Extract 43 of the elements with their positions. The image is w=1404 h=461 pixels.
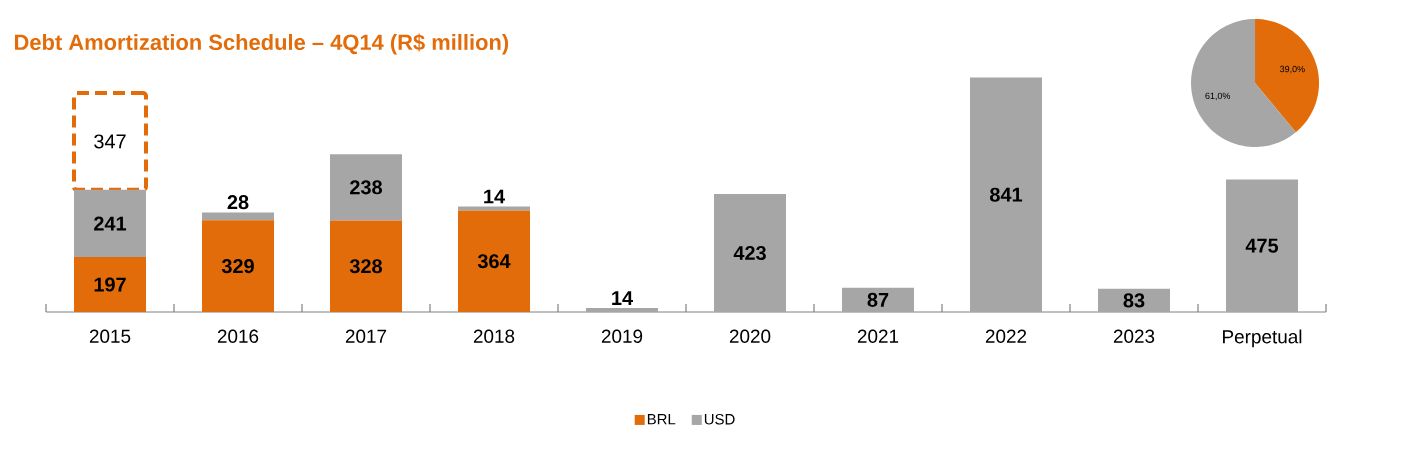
bar <box>74 189 146 258</box>
data-label: 28 <box>227 195 249 210</box>
data-label: 87 <box>867 292 889 307</box>
x-tick-label: Perpetual <box>1223 329 1302 348</box>
data-label: 423 <box>733 245 766 261</box>
bar <box>970 77 1043 312</box>
bar <box>330 220 402 312</box>
x-tick-label: 2022 <box>985 329 1027 343</box>
bar <box>842 287 914 312</box>
data-label: 841 <box>990 187 1023 202</box>
x-tick-label: 2023 <box>1113 329 1155 343</box>
x-tick-label: 2018 <box>473 329 515 343</box>
data-label: 364 <box>477 254 511 269</box>
bar <box>330 154 402 221</box>
data-label: 197 <box>94 277 126 292</box>
bar <box>1226 179 1299 312</box>
data-label: 475 <box>1245 238 1279 253</box>
x-tick-label: 2015 <box>89 329 131 343</box>
bar <box>74 257 146 312</box>
x-tick-label: 2019 <box>601 329 643 343</box>
bar <box>202 212 274 221</box>
x-tick-label: 2017 <box>345 329 387 343</box>
data-label: 241 <box>94 216 127 231</box>
bar <box>714 194 786 312</box>
data-label: 83 <box>1123 293 1145 308</box>
data-label: 238 <box>350 180 383 195</box>
data-label: 39,0% <box>1279 65 1305 74</box>
data-label: 61,0% <box>1205 92 1231 101</box>
bar <box>1098 288 1171 312</box>
bar <box>458 210 530 312</box>
x-tick-label: 2020 <box>729 329 771 343</box>
chart-title: Debt Amortization Schedule – 4Q14 (R$ million) <box>14 33 509 55</box>
bar <box>586 308 658 312</box>
data-label: 328 <box>349 259 383 274</box>
x-tick-label: 2016 <box>217 329 259 343</box>
data-label: 14 <box>612 291 633 305</box>
legend-label: BRL <box>647 414 676 425</box>
bar <box>202 220 274 312</box>
x-tick-label: 2021 <box>857 329 899 343</box>
data-label: 329 <box>221 259 254 274</box>
data-label: 14 <box>484 189 505 204</box>
data-label: 347 <box>94 134 126 149</box>
legend-label: USD <box>704 413 735 425</box>
